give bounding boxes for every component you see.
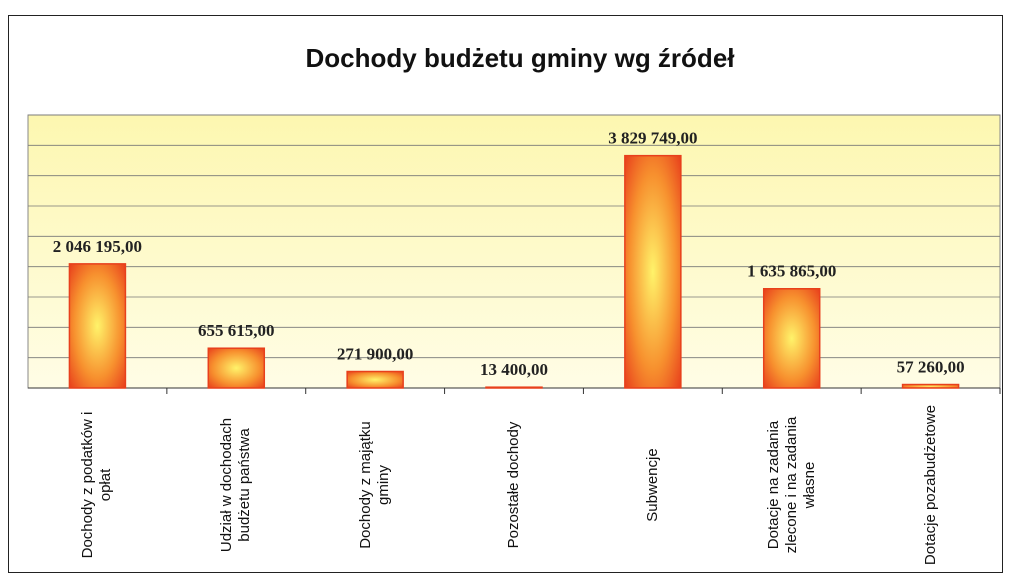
value-label: 57 260,00 [897, 357, 965, 376]
bar [624, 154, 682, 389]
bar [207, 347, 266, 389]
value-label: 1 635 865,00 [747, 262, 836, 281]
bar [346, 370, 404, 389]
chart-frame [8, 15, 1003, 573]
x-tick-label: Pozostałe dochody [505, 421, 522, 549]
x-tick-label: Dotacje na zadania zlecone i na zadania … [764, 416, 818, 554]
value-label: 13 400,00 [480, 360, 548, 379]
chart-title: Dochody budżetu gminy wg źródeł [306, 43, 736, 73]
x-tick-label: Dochody z podatków i opłat [79, 411, 115, 559]
value-label: 271 900,00 [337, 344, 414, 363]
x-tick-label: Dotacje pozabudżetowe [921, 404, 939, 566]
x-tick-label: Subwencje [643, 448, 661, 522]
x-tick-label: Udział w dochodach budżetu państwa [218, 417, 254, 553]
value-label: 2 046 195,00 [53, 237, 142, 256]
x-tick-label: Dochody z majątku gminy [357, 421, 393, 549]
value-label: 655 615,00 [198, 321, 275, 340]
plot-area [27, 114, 1001, 389]
bar [762, 288, 821, 389]
bar [901, 383, 960, 389]
bar [485, 386, 543, 389]
value-label: 3 829 749,00 [608, 129, 697, 148]
bar [68, 263, 127, 389]
